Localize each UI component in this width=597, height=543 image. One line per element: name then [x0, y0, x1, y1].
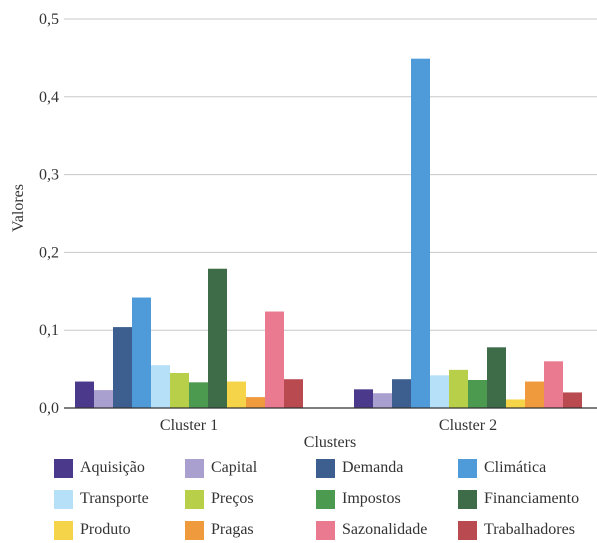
x-tick-label: Cluster 2 [439, 417, 497, 434]
x-axis-label: Clusters [304, 434, 356, 451]
legend-item: Capital [185, 455, 257, 481]
bar [189, 382, 208, 408]
legend-item: Climática [458, 455, 546, 481]
legend-item: Aquisição [54, 455, 145, 481]
legend-label: Pragas [211, 521, 254, 538]
x-tick-label: Cluster 1 [160, 417, 218, 434]
legend-item: Transporte [54, 486, 149, 512]
legend-swatch [185, 520, 204, 540]
legend-label: Capital [211, 459, 258, 476]
legend-swatch [316, 520, 335, 540]
legend-item: Pragas [185, 517, 254, 543]
y-tick-label: 0,1 [39, 322, 59, 339]
legend-swatch [458, 458, 477, 478]
bar [113, 327, 132, 408]
legend-swatch [316, 458, 335, 478]
bar [265, 311, 284, 408]
bar [392, 379, 411, 408]
legend-item: Financiamento [458, 486, 579, 512]
bar [151, 365, 170, 408]
legend-swatch [54, 489, 73, 509]
legend-label: Trabalhadores [484, 521, 575, 538]
legend-item: Preços [185, 486, 254, 512]
bar [132, 297, 151, 408]
legend-label: Transporte [80, 490, 149, 507]
y-tick-label: 0,3 [39, 167, 59, 184]
legend-swatch [54, 458, 73, 478]
y-tick-label: 0,0 [39, 400, 59, 417]
legend-item: Produto [54, 517, 131, 543]
legend-item: Impostos [316, 486, 401, 512]
bar [284, 379, 303, 408]
legend-label: Demanda [342, 459, 404, 476]
bar [75, 381, 94, 408]
chart: 0,0 0,1 0,2 0,3 0,4 0,5 Cluster 1 Cluster 2 Va… [10, 11, 597, 451]
x-tick-labels: Cluster 1 Cluster 2 [160, 417, 497, 434]
y-axis-label: Valores [10, 184, 27, 232]
bar [354, 389, 373, 408]
gridlines [64, 18, 597, 331]
bar [227, 381, 246, 408]
bar [411, 58, 430, 408]
legend-label: Climática [484, 459, 547, 476]
bar [208, 268, 227, 408]
legend-swatch [185, 458, 204, 478]
bar [563, 392, 582, 408]
legend-swatch [54, 520, 73, 540]
bar [246, 397, 265, 408]
legend-label: Sazonalidade [342, 521, 428, 538]
legend-swatch [185, 489, 204, 509]
y-tick-label: 0,4 [39, 89, 59, 106]
legend-swatch [458, 520, 477, 540]
legend-swatch [458, 489, 477, 509]
bar [430, 375, 449, 408]
bar [170, 372, 189, 408]
y-tick-labels: 0,0 0,1 0,2 0,3 0,4 0,5 [39, 11, 59, 417]
bars [75, 58, 582, 408]
legend-label: Produto [80, 521, 131, 538]
bar [449, 369, 468, 408]
y-tick-label: 0,5 [39, 11, 59, 28]
bar [487, 347, 506, 408]
bar [544, 361, 563, 408]
legend-item: Demanda [316, 455, 403, 481]
legend-label: Aquisição [80, 459, 145, 476]
legend-swatch [316, 489, 335, 509]
legend-item: Sazonalidade [316, 517, 427, 543]
legend-label: Impostos [342, 490, 401, 507]
legend-item: Trabalhadores [458, 517, 575, 543]
legend-label: Preços [211, 490, 254, 507]
bar [94, 390, 113, 408]
bar [525, 381, 544, 408]
y-tick-label: 0,2 [39, 244, 59, 261]
legend-label: Financiamento [484, 490, 580, 507]
bar [373, 393, 392, 408]
bar [468, 379, 487, 408]
bar [506, 399, 525, 408]
